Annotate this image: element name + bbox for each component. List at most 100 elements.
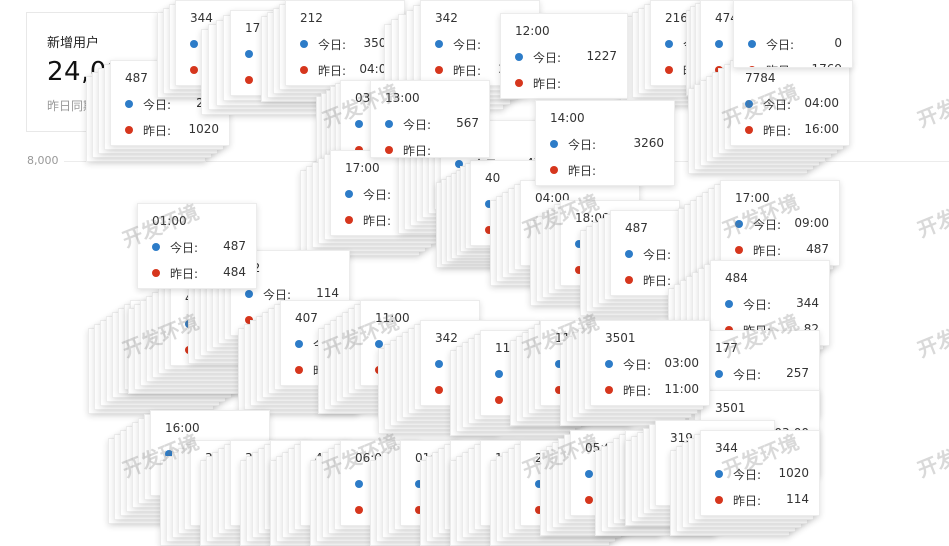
chart-tooltip: 14:00 今日: 3260 昨日: <box>535 100 675 186</box>
series-dot-icon <box>152 243 160 251</box>
series-dot-icon <box>735 246 743 254</box>
tooltip-label: 今日: <box>170 241 199 255</box>
tooltip-label: 昨日: <box>533 77 562 91</box>
series-dot-icon <box>295 340 303 348</box>
series-dot-icon <box>585 470 593 478</box>
tooltip-row-today: 今日: 1227 <box>515 49 617 65</box>
tooltip-row-today: 今日: 1020 <box>715 466 809 482</box>
tooltip-row-yesterday: 昨日: 114 <box>715 492 809 508</box>
series-dot-icon <box>495 396 503 404</box>
tooltip-label: 昨日: <box>623 384 652 398</box>
series-dot-icon <box>605 360 613 368</box>
tooltip-value: 3260 <box>633 136 664 150</box>
tooltip-time: 3501 <box>715 401 746 415</box>
tooltip-value: 1020 <box>778 466 809 480</box>
tooltip-time: 11:00 <box>375 311 410 325</box>
tooltip-row-today: 今日: 0 <box>748 36 842 52</box>
series-dot-icon <box>485 200 493 208</box>
tooltip-row-yesterday: 昨日: <box>550 162 664 178</box>
tooltip-label: 昨日: <box>643 274 672 288</box>
tooltip-row-today: 今日:3501 <box>300 36 394 52</box>
tooltip-time: 01:00 <box>152 214 187 228</box>
tooltip-row-yesterday: 昨日:04:00 <box>300 62 394 78</box>
series-dot-icon <box>435 360 443 368</box>
tooltip-label: 昨日: <box>363 214 392 228</box>
tooltip-value: 257 <box>786 366 809 380</box>
tooltip-label: 昨日: <box>733 494 762 508</box>
tooltip-label: 今日: <box>733 468 762 482</box>
chart-tooltip: 344 今日: 1020 昨日: 114 <box>700 430 820 516</box>
series-dot-icon <box>435 386 443 394</box>
series-dot-icon <box>190 66 198 74</box>
series-dot-icon <box>435 40 443 48</box>
tooltip-value: 04:00 <box>804 96 839 110</box>
series-dot-icon <box>355 506 363 514</box>
series-dot-icon <box>575 240 583 248</box>
tooltip-label: 昨日: <box>143 124 172 138</box>
tooltip-label: 昨日: <box>766 62 794 67</box>
tooltip-label: 今日: <box>363 188 392 202</box>
series-dot-icon <box>735 220 743 228</box>
tooltip-label: 今日: <box>623 358 652 372</box>
tooltip-label: 今日: <box>743 298 772 312</box>
chart-tooltip: 12:00 今日: 1227 昨日: <box>500 13 628 99</box>
tooltip-row-today: 今日: 567 <box>385 116 479 132</box>
card-compare-label: 昨日同期 <box>47 99 96 113</box>
tooltip-row-yesterday: 昨日: <box>515 75 617 91</box>
series-dot-icon <box>715 496 723 504</box>
series-dot-icon <box>575 266 583 274</box>
series-dot-icon <box>550 166 558 174</box>
tooltip-value: 344 <box>796 296 819 310</box>
series-dot-icon <box>748 66 756 67</box>
watermark-text: 开发环境 <box>913 429 949 483</box>
series-dot-icon <box>125 100 133 108</box>
tooltip-time: 12:00 <box>515 24 550 38</box>
series-dot-icon <box>495 370 503 378</box>
tooltip-row-today: 今日: 03:00 <box>605 356 699 372</box>
series-dot-icon <box>715 40 723 48</box>
series-dot-icon <box>715 370 723 378</box>
series-dot-icon <box>295 366 303 374</box>
series-dot-icon <box>515 53 523 61</box>
tooltip-row-yesterday: 昨日: 1020 <box>125 122 219 138</box>
tooltip-value: 567 <box>456 116 479 130</box>
tooltip-time: 474 <box>715 11 738 25</box>
tooltip-row-yesterday: 昨日: <box>385 142 479 157</box>
tooltip-value: 487 <box>806 242 829 256</box>
series-dot-icon <box>300 40 308 48</box>
tooltip-time: 344 <box>715 441 738 455</box>
tooltip-row-yesterday: 昨日: 11:00 <box>605 382 699 398</box>
tooltip-time: 3501 <box>605 331 636 345</box>
chart-tooltip: 7784 今日: 04:00 昨日: 16:00 <box>730 60 850 146</box>
series-dot-icon <box>355 480 363 488</box>
tooltip-label: 今日: <box>403 118 432 132</box>
tooltip-label: 今日: <box>733 368 762 382</box>
series-dot-icon <box>665 40 673 48</box>
series-dot-icon <box>435 66 443 74</box>
watermark-text: 开发环境 <box>913 309 949 363</box>
tooltip-row-today: 今日: 3260 <box>550 136 664 152</box>
series-dot-icon <box>345 190 353 198</box>
series-dot-icon <box>125 126 133 134</box>
series-dot-icon <box>550 140 558 148</box>
tooltip-value: 114 <box>786 492 809 506</box>
series-dot-icon <box>665 66 673 74</box>
tooltip-label: 今日: <box>453 38 482 52</box>
tooltip-value: 16:00 <box>804 122 839 136</box>
series-dot-icon <box>748 40 756 48</box>
y-axis-tick: 8,000 <box>27 154 59 167</box>
tooltip-time: 40 <box>485 171 501 185</box>
series-dot-icon <box>585 496 593 504</box>
tooltip-row-yesterday: 昨日: 484 <box>152 265 246 281</box>
series-dot-icon <box>300 66 308 74</box>
tooltip-row-today: 今日: 487 <box>152 239 246 255</box>
tooltip-time: 13:00 <box>385 91 420 105</box>
series-dot-icon <box>245 290 253 298</box>
chart-tooltip: 17:00 今日: 09:00 昨日: 487 <box>720 180 840 266</box>
tooltip-label: 今日: <box>753 218 782 232</box>
tooltip-value: 0 <box>834 36 842 50</box>
series-dot-icon <box>485 226 493 234</box>
chart-tooltip: 01:00 今日: 487 昨日: 484 <box>137 203 257 289</box>
tooltip-time: 484 <box>725 271 748 285</box>
tooltip-time: 487 <box>125 71 148 85</box>
